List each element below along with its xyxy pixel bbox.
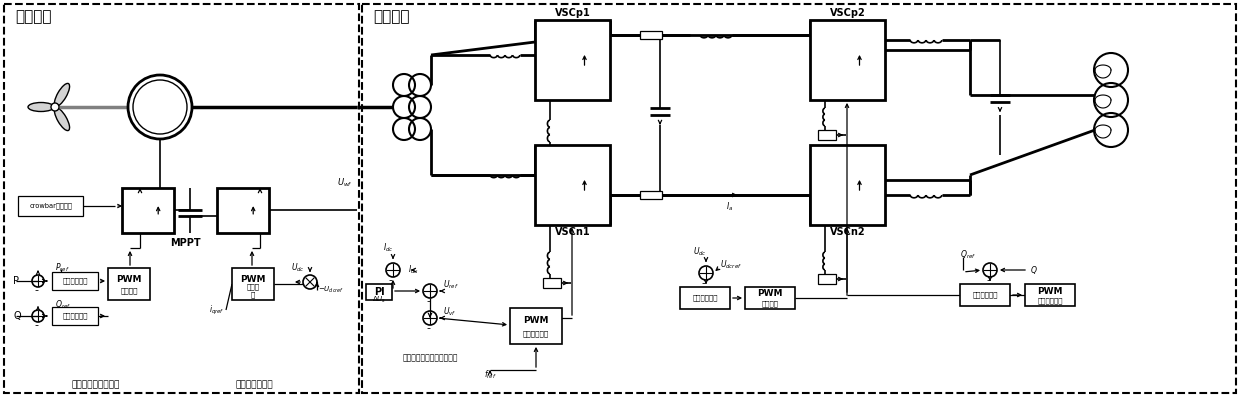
Text: $U_{dc}$: $U_{dc}$ xyxy=(693,246,707,258)
Text: 定直流电压控制: 定直流电压控制 xyxy=(236,380,273,389)
Bar xyxy=(818,274,836,284)
Text: $f_{ref}$: $f_{ref}$ xyxy=(484,369,496,381)
Bar xyxy=(362,4,1236,393)
Bar xyxy=(366,284,392,300)
Text: $I_a$: $I_a$ xyxy=(727,201,734,213)
Text: MPPT: MPPT xyxy=(170,238,201,248)
Text: -: - xyxy=(33,285,38,295)
Bar xyxy=(810,20,885,100)
Bar xyxy=(543,278,560,288)
Text: 无功功率控制: 无功功率控制 xyxy=(972,292,998,298)
Text: 故障穿越时的电压反馈控制: 故障穿越时的电压反馈控制 xyxy=(402,353,458,362)
Bar xyxy=(19,196,83,216)
Text: 交流电压控制: 交流电压控制 xyxy=(523,330,549,337)
Bar xyxy=(1025,284,1075,306)
Text: 电流控制: 电流控制 xyxy=(120,287,138,294)
Bar xyxy=(745,287,795,309)
Bar xyxy=(534,145,610,225)
Text: VSCp1: VSCp1 xyxy=(554,8,590,18)
Text: -: - xyxy=(33,320,38,330)
Text: $U_{dcref}$: $U_{dcref}$ xyxy=(720,259,742,271)
Text: PWM: PWM xyxy=(1037,287,1063,295)
Bar xyxy=(640,31,662,39)
Text: PWM: PWM xyxy=(523,316,549,325)
Text: P: P xyxy=(12,276,19,286)
Bar xyxy=(680,287,730,309)
Bar xyxy=(232,268,274,300)
Text: $I_{du}$: $I_{du}$ xyxy=(408,264,419,276)
Text: $-U_{dcref}$: $-U_{dcref}$ xyxy=(317,285,345,295)
Circle shape xyxy=(51,103,60,111)
Text: 电流控制: 电流控制 xyxy=(761,301,779,307)
Text: crowbar保护电路: crowbar保护电路 xyxy=(30,203,72,209)
Text: 柔直部分: 柔直部分 xyxy=(373,10,409,25)
Text: -: - xyxy=(986,275,990,285)
Text: VSCp2: VSCp2 xyxy=(830,8,866,18)
Text: $U_{vf}$: $U_{vf}$ xyxy=(443,306,456,318)
Text: PWM: PWM xyxy=(241,275,265,284)
Ellipse shape xyxy=(29,102,55,112)
Bar xyxy=(4,4,360,393)
Text: $U_{ref}$: $U_{ref}$ xyxy=(443,279,459,291)
Text: -: - xyxy=(427,323,430,333)
Text: $P_{ref}$: $P_{ref}$ xyxy=(55,262,69,274)
Text: VSCn1: VSCn1 xyxy=(554,227,590,237)
Bar xyxy=(52,307,98,325)
Bar xyxy=(543,150,560,160)
Ellipse shape xyxy=(55,108,69,131)
Bar xyxy=(217,188,269,233)
Text: 风机部分: 风机部分 xyxy=(15,10,52,25)
Ellipse shape xyxy=(55,83,69,106)
Text: $Q_{ref}$: $Q_{ref}$ xyxy=(55,299,71,311)
Text: $U_{wf}$: $U_{wf}$ xyxy=(337,177,353,189)
Text: $U_{dc}$: $U_{dc}$ xyxy=(291,262,305,274)
Bar xyxy=(810,145,885,225)
Text: PI: PI xyxy=(373,287,384,297)
Text: -: - xyxy=(701,278,706,288)
Text: Q: Q xyxy=(12,311,21,321)
Bar xyxy=(640,191,662,199)
Text: $I_{dc}$: $I_{dc}$ xyxy=(383,242,393,254)
Bar xyxy=(960,284,1011,306)
Text: $Q_{ref}$: $Q_{ref}$ xyxy=(960,249,976,261)
Bar xyxy=(534,20,610,100)
Text: -: - xyxy=(388,275,392,285)
Bar xyxy=(122,188,174,233)
Text: $\Delta U_s$: $\Delta U_s$ xyxy=(372,295,386,305)
Bar xyxy=(108,268,150,300)
Text: 电流控
制: 电流控 制 xyxy=(247,283,259,297)
Text: 有无功功率解耦控制: 有无功功率解耦控制 xyxy=(72,380,120,389)
Bar xyxy=(818,130,836,140)
Text: $Q$: $Q$ xyxy=(1030,264,1038,276)
Text: 无功功率控制: 无功功率控制 xyxy=(1037,298,1063,304)
Text: 无功功率控制: 无功功率控制 xyxy=(62,313,88,319)
Text: 直流电压控制: 直流电压控制 xyxy=(692,295,718,301)
Text: VSCn2: VSCn2 xyxy=(830,227,866,237)
Text: 有功功率控制: 有功功率控制 xyxy=(62,278,88,284)
Bar xyxy=(510,308,562,344)
Text: PWM: PWM xyxy=(758,289,782,299)
Bar xyxy=(52,272,98,290)
Text: $i_{qref}$: $i_{qref}$ xyxy=(210,303,224,316)
Text: -: - xyxy=(427,296,430,306)
Text: PWM: PWM xyxy=(117,275,141,284)
